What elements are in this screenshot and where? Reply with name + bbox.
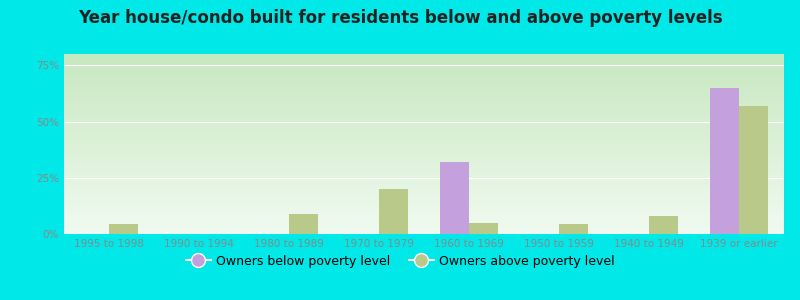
Bar <box>440 162 469 234</box>
Text: Year house/condo built for residents below and above poverty levels: Year house/condo built for residents bel… <box>78 9 722 27</box>
Legend: Owners below poverty level, Owners above poverty level: Owners below poverty level, Owners above… <box>181 250 619 273</box>
Bar <box>649 216 678 234</box>
Bar <box>469 223 498 234</box>
Bar <box>739 106 768 234</box>
Bar <box>559 224 588 234</box>
Bar <box>289 214 318 234</box>
Bar <box>109 224 138 234</box>
Bar <box>710 88 739 234</box>
Bar <box>379 189 408 234</box>
